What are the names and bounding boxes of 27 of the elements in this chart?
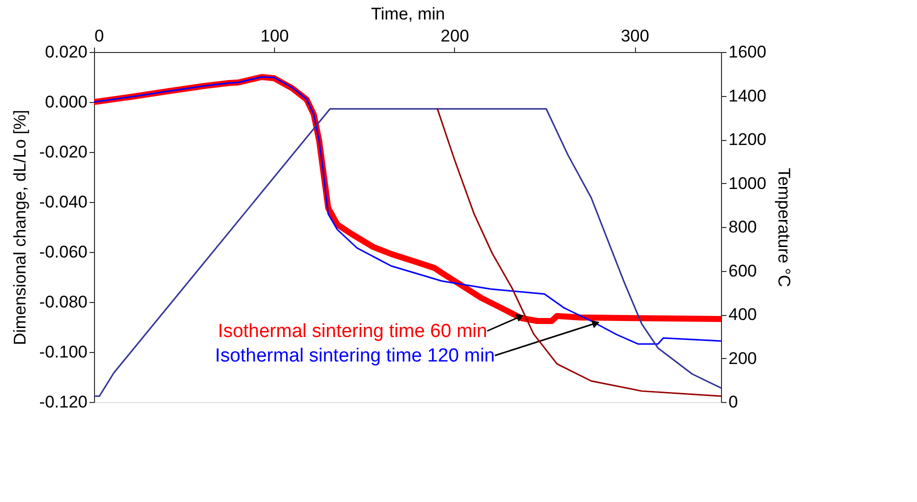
y2-tick-label: 200: [728, 348, 757, 368]
y2-tick-label: 1600: [728, 42, 766, 62]
x-tick-label: 200: [440, 26, 470, 46]
x-tick-label: 100: [260, 26, 289, 46]
x-tick-label: 0: [94, 26, 104, 46]
annotation: Isothermal sintering time 120 min: [215, 346, 495, 366]
x-axis-title: Time, min: [371, 4, 445, 24]
y2-tick-label: 1200: [728, 130, 766, 149]
y-tick-label: 0.000: [44, 92, 88, 112]
y2-tick-label: 0: [728, 392, 738, 412]
y-tick-label: -0.060: [39, 242, 88, 262]
y2-tick-label: 1000: [728, 174, 766, 193]
y-tick-label: 0.020: [44, 42, 88, 62]
y2-tick-label: 1400: [728, 86, 766, 106]
y-tick-label: -0.080: [39, 292, 88, 312]
y-axis-title: Dimensional change, dL/Lo [%]: [10, 110, 30, 346]
x-tick-label: 300: [620, 26, 650, 46]
line-series: [94, 108, 721, 397]
y2-tick-label: 600: [728, 261, 757, 280]
y-tick-label: -0.120: [39, 392, 88, 412]
y-tick-label: -0.020: [39, 142, 88, 162]
y2-tick-label: 800: [728, 218, 757, 236]
y2-tick-label: 400: [728, 305, 757, 324]
y-tick-label: -0.100: [39, 342, 88, 362]
y2-axis-title: Temperature °C: [774, 168, 794, 288]
annotation: Isothermal sintering time 60 min: [218, 321, 488, 342]
y-tick-label: -0.040: [39, 192, 88, 212]
